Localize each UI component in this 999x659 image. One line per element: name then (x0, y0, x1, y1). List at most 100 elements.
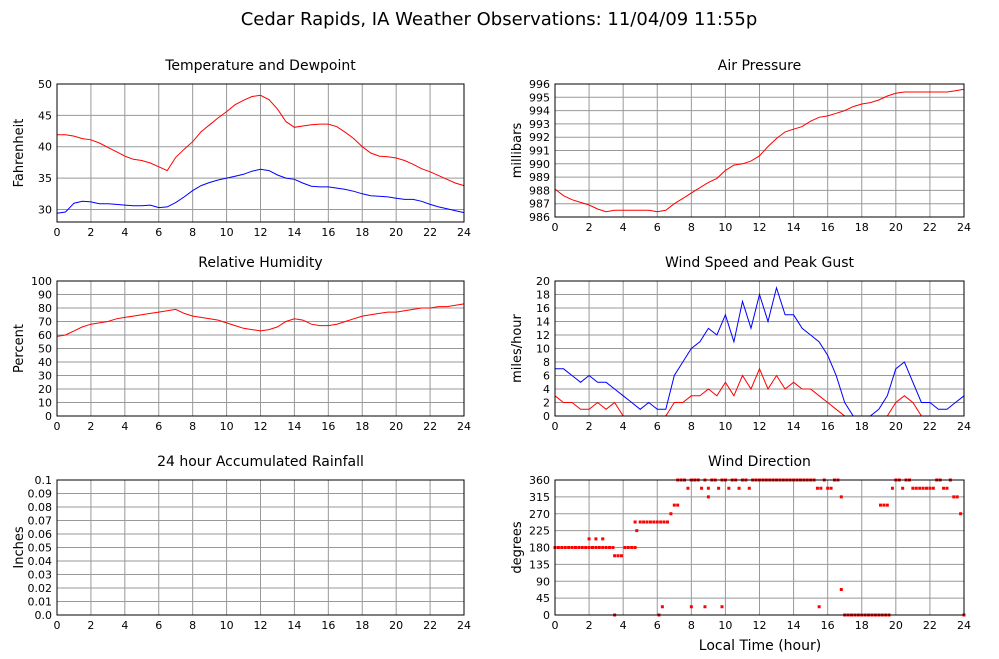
direction-point (914, 486, 918, 490)
wind-y-tick-label: 16 (536, 302, 550, 315)
pressure-y-axis-label: millibars (510, 123, 525, 179)
direction-y-tick-label: 0 (543, 609, 550, 622)
direction-point (655, 520, 659, 524)
temp-x-tick-label: 24 (457, 226, 471, 239)
direction-point (633, 520, 637, 524)
pressure-y-tick-label: 993 (529, 118, 550, 131)
direction-point (645, 520, 649, 524)
humidity-x-tick-label: 22 (423, 420, 437, 433)
direction-point (594, 546, 598, 549)
pressure-x-tick-label: 14 (787, 221, 801, 234)
direction-point (959, 512, 963, 516)
direction-y-axis-label: degrees (510, 521, 525, 574)
direction-point (706, 486, 710, 490)
direction-point (686, 486, 690, 490)
humidity-y-tick-label: 60 (38, 329, 52, 342)
temp-x-tick-label: 2 (87, 226, 94, 239)
rainfall-y-tick-label: 0.04 (28, 555, 53, 568)
direction-point (642, 520, 646, 524)
rainfall-title: 24 hour Accumulated Rainfall (157, 454, 364, 470)
wind-x-tick-label: 12 (753, 420, 767, 433)
direction-point (659, 520, 663, 524)
pressure-x-tick-label: 6 (654, 221, 661, 234)
humidity-y-tick-label: 70 (38, 316, 52, 329)
temp-y-tick-label: 50 (38, 78, 52, 91)
wind-y-tick-label: 14 (536, 316, 550, 329)
temp-series-line-1 (56, 168, 465, 214)
pressure-x-tick-label: 10 (718, 221, 732, 234)
temp-plot-frame (56, 83, 465, 223)
pressure-y-tick-label: 996 (529, 78, 550, 91)
humidity-y-tick-label: 10 (38, 397, 52, 410)
pressure-x-tick-label: 22 (923, 221, 937, 234)
direction-y-tick-label: 180 (529, 542, 550, 555)
direction-point (601, 537, 605, 541)
direction-point (652, 520, 656, 524)
rainfall-y-tick-label: 0.01 (28, 596, 53, 609)
wind-x-tick-label: 22 (923, 420, 937, 433)
humidity-y-tick-label: 100 (31, 275, 52, 288)
pressure-x-tick-label: 4 (620, 221, 627, 234)
direction-point (601, 546, 605, 549)
direction-point (747, 486, 751, 490)
x-axis-label: Local Time (hour) (699, 638, 821, 654)
humidity-x-tick-label: 0 (54, 420, 61, 433)
direction-point (669, 512, 673, 516)
pressure-y-tick-label: 988 (529, 184, 550, 197)
direction-point (885, 503, 889, 507)
direction-point (882, 503, 886, 507)
direction-point (584, 546, 588, 549)
direction-x-tick-label: 2 (586, 619, 593, 632)
rainfall-x-tick-label: 4 (121, 619, 128, 632)
direction-point (577, 546, 581, 549)
pressure-x-tick-label: 0 (552, 221, 559, 234)
direction-x-tick-label: 18 (855, 619, 869, 632)
temp-y-tick-label: 30 (38, 203, 52, 216)
rainfall-x-tick-label: 14 (287, 619, 301, 632)
direction-point (925, 486, 929, 490)
direction-point (672, 503, 676, 507)
pressure-y-tick-label: 992 (529, 131, 550, 144)
direction-point (594, 537, 598, 541)
humidity-y-tick-label: 0 (45, 410, 52, 423)
wind-y-tick-label: 18 (536, 289, 550, 302)
direction-point (839, 588, 843, 591)
direction-point (563, 546, 567, 549)
humidity-x-tick-label: 4 (121, 420, 128, 433)
rainfall-x-tick-label: 10 (220, 619, 234, 632)
direction-point (570, 546, 574, 549)
direction-point (737, 486, 741, 490)
pressure-y-tick-label: 989 (529, 171, 550, 184)
direction-point (613, 554, 617, 558)
wind-y-tick-label: 20 (536, 275, 550, 288)
direction-point (567, 546, 571, 549)
rainfall-y-tick-label: 0.09 (28, 488, 53, 501)
direction-point (597, 546, 601, 549)
rainfall-y-tick-label: 0.06 (28, 528, 53, 541)
direction-point (587, 537, 591, 541)
rainfall-x-tick-label: 24 (457, 619, 471, 632)
direction-y-tick-label: 135 (529, 558, 550, 571)
rainfall-y-tick-label: 0.07 (28, 515, 53, 528)
direction-point (630, 546, 634, 549)
direction-y-tick-label: 225 (529, 525, 550, 538)
direction-point (662, 520, 666, 524)
direction-x-tick-label: 10 (718, 619, 732, 632)
wind-title: Wind Speed and Peak Gust (665, 255, 854, 271)
direction-point (560, 546, 564, 549)
rainfall-y-axis-label: Inches (12, 526, 27, 568)
wind-y-tick-label: 12 (536, 329, 550, 342)
direction-point (611, 546, 615, 549)
pressure-y-tick-label: 987 (529, 198, 550, 211)
wind-x-tick-label: 18 (855, 420, 869, 433)
wind-x-tick-label: 24 (957, 420, 971, 433)
wind-series-line-0 (555, 285, 965, 417)
direction-y-tick-label: 360 (529, 474, 550, 487)
rainfall-y-tick-label: 0.0 (35, 609, 53, 622)
direction-title: Wind Direction (708, 454, 811, 470)
humidity-x-tick-label: 14 (287, 420, 301, 433)
wind-x-tick-label: 14 (787, 420, 801, 433)
